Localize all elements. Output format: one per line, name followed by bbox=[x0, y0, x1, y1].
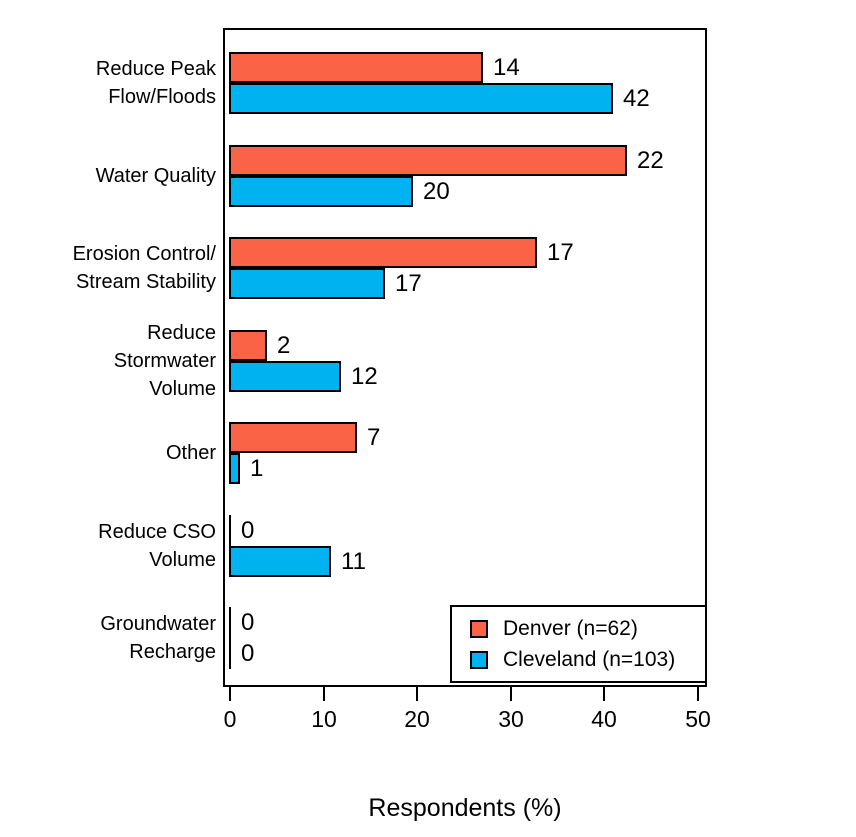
category-label-line: Recharge bbox=[129, 641, 216, 663]
category-label-1: Reduce Peak Flow/Floods bbox=[0, 55, 216, 111]
x-axis-tick bbox=[416, 687, 418, 701]
legend-row-cleveland: Cleveland (n=103) bbox=[470, 647, 705, 671]
x-axis-tick-label: 10 bbox=[311, 706, 337, 732]
category-label-4: Reduce Stormwater Volume bbox=[0, 319, 216, 403]
category-label-line: Stormwater bbox=[113, 350, 216, 372]
bar-cleveland-7-zero bbox=[229, 638, 231, 669]
bar-value-label: 1 bbox=[250, 455, 264, 482]
bar-value-label: 17 bbox=[395, 270, 422, 297]
x-axis-tick-label: 20 bbox=[404, 706, 430, 732]
category-label-3: Erosion Control/Stream Stability bbox=[0, 240, 216, 296]
category-label-line: Flow/Floods bbox=[108, 86, 216, 108]
x-axis-tick bbox=[697, 687, 699, 701]
bar-value-label: 17 bbox=[547, 239, 574, 266]
category-label-line: Groundwater bbox=[100, 613, 216, 635]
x-axis-title: Respondents (%) bbox=[368, 794, 562, 822]
category-label-line: Stream Stability bbox=[75, 271, 216, 293]
category-label-6: Reduce CSO Volume bbox=[0, 518, 216, 574]
x-axis-tick-label: 0 bbox=[223, 706, 237, 732]
bar-denver-1 bbox=[229, 52, 483, 83]
bar-value-label: 14 bbox=[493, 54, 520, 81]
bar-cleveland-2 bbox=[229, 176, 413, 207]
x-axis-tick-label: 30 bbox=[498, 706, 524, 732]
category-label-line: Reduce CSO bbox=[98, 521, 216, 543]
bar-denver-4 bbox=[229, 330, 267, 361]
x-axis-tick bbox=[603, 687, 605, 701]
category-label-7: Groundwater Recharge bbox=[0, 610, 216, 666]
category-label-line: Volume bbox=[149, 378, 216, 400]
bar-denver-7-zero bbox=[229, 607, 231, 638]
bar-cleveland-1 bbox=[229, 83, 613, 114]
x-axis-tick bbox=[323, 687, 325, 701]
bar-denver-3 bbox=[229, 237, 537, 268]
legend-label-cleveland: Cleveland (n=103) bbox=[503, 647, 676, 671]
bar-value-label: 7 bbox=[367, 424, 381, 451]
category-label-line: Reduce Peak bbox=[95, 58, 216, 80]
bar-denver-2 bbox=[229, 145, 627, 176]
bar-value-label: 20 bbox=[423, 178, 450, 205]
bar-cleveland-3 bbox=[229, 268, 385, 299]
bar-cleveland-6 bbox=[229, 546, 331, 577]
bar-value-label: 0 bbox=[241, 609, 255, 636]
category-label-line: Other bbox=[165, 442, 216, 464]
cleveland-swatch-icon bbox=[470, 650, 488, 669]
legend-label-denver: Denver (n=62) bbox=[503, 616, 638, 640]
bar-value-label: 0 bbox=[241, 517, 255, 544]
x-axis-tick-label: 50 bbox=[685, 706, 711, 732]
bar-value-label: 11 bbox=[341, 548, 366, 575]
category-label-line: Volume bbox=[149, 549, 216, 571]
bar-value-label: 42 bbox=[623, 85, 650, 112]
bar-cleveland-4 bbox=[229, 361, 341, 392]
category-label-2: Water Quality bbox=[0, 162, 216, 190]
bar-cleveland-5 bbox=[229, 453, 240, 484]
legend: Denver (n=62) Cleveland (n=103) bbox=[450, 605, 707, 683]
bar-value-label: 2 bbox=[277, 332, 291, 359]
category-label-line: Erosion Control/ bbox=[72, 243, 216, 265]
plot-area bbox=[223, 28, 707, 687]
bar-denver-6-zero bbox=[229, 515, 231, 546]
category-label-line: Reduce bbox=[147, 322, 216, 344]
category-label-line: Water Quality bbox=[95, 165, 216, 187]
denver-swatch-icon bbox=[470, 619, 488, 638]
x-axis-tick bbox=[229, 687, 231, 701]
bar-value-label: 22 bbox=[637, 147, 664, 174]
x-axis-tick-label: 40 bbox=[591, 706, 617, 732]
category-label-5: Other bbox=[0, 439, 216, 467]
x-axis-tick bbox=[510, 687, 512, 701]
bar-value-label: 12 bbox=[351, 363, 378, 390]
legend-row-denver: Denver (n=62) bbox=[470, 616, 705, 640]
bar-denver-5 bbox=[229, 422, 357, 453]
bar-value-label: 0 bbox=[241, 640, 255, 667]
